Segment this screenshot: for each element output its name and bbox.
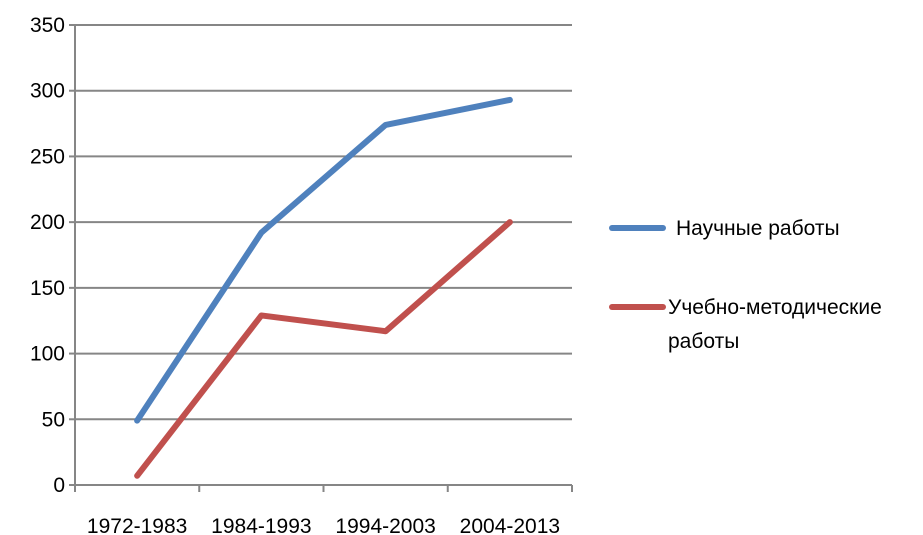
legend-label-1: Научные работы [676,217,840,240]
axes [69,24,573,492]
legend-label-2: Учебно-методические работы [668,296,882,353]
y-tick-label: 50 [42,408,65,431]
x-tick-label: 1972-1983 [87,515,187,535]
x-tick-label: 1994-2003 [335,515,435,535]
y-tick-label: 100 [30,343,65,366]
y-tick-label: 300 [30,80,65,103]
y-tick-label: 350 [30,14,65,37]
y-tick-label: 150 [30,277,65,300]
y-tick-label: 0 [53,474,65,497]
y-tick-label: 250 [30,145,65,168]
x-tick-label: 1984-1993 [211,515,311,535]
series-line-1 [134,96,513,424]
legend: Научные работы Учебно-методические работы [609,217,882,353]
y-axis-tick-labels: 0 50 100 150 200 250 300 350 [30,14,65,497]
x-tick-label: 2004-2013 [460,515,560,535]
series-line-2 [134,219,513,479]
x-axis-tick-labels: 1972-1983 1984-1993 1994-2003 2004-2013 [87,515,560,535]
gridlines [75,24,572,421]
y-tick-label: 200 [30,211,65,234]
series-lines [134,96,513,479]
